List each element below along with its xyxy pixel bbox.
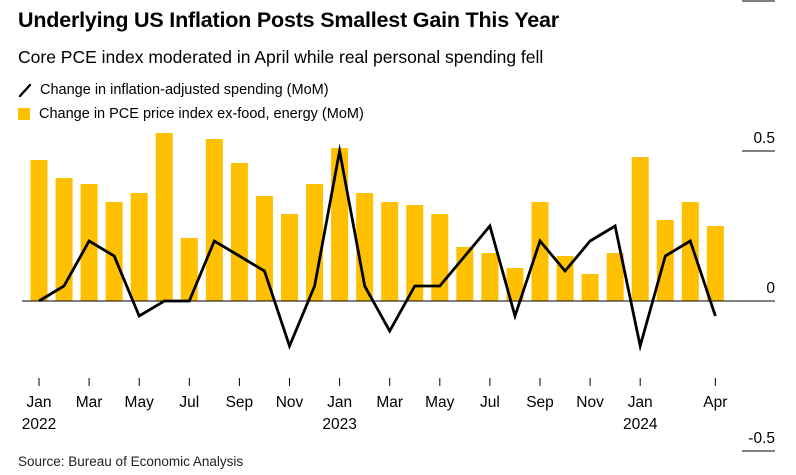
x-tick-label: Jul [480,394,500,411]
legend-line-label: Change in inflation-adjusted spending (M… [40,82,329,98]
x-tick-label: Mar [76,394,103,411]
x-tick-label: Sep [226,394,254,411]
spending-line [38,143,717,352]
bar [681,202,699,301]
bar [30,160,48,301]
x-year-label: 2024 [623,416,658,433]
x-tick-label: Mar [376,394,403,411]
x-tick-label: Jan [327,394,352,411]
y-tick-label: 0.5 [753,130,775,147]
x-year-label: 2023 [322,416,356,433]
bar [606,253,624,301]
chart-title: Underlying US Inflation Posts Smallest G… [18,8,559,32]
x-tick-label: Jan [628,394,653,411]
bar [531,202,549,301]
bar [331,148,349,301]
bar [155,133,173,301]
x-tick-label: Nov [576,394,604,411]
x-tick-label: Sep [526,394,554,411]
bar [205,139,223,301]
bar [306,184,324,301]
x-tick-label: Jul [179,394,199,411]
x-tick-label: May [425,394,455,411]
bar [230,163,248,301]
bar [706,226,724,301]
bar [431,214,449,301]
x-year-label: 2022 [22,416,56,433]
bar [381,202,399,301]
y-tick-label: -0.5 [748,430,775,447]
bar [130,193,148,301]
source-note: Source: Bureau of Economic Analysis [18,454,244,469]
bars-layer [30,133,724,301]
bar [281,214,298,301]
bar [581,274,599,301]
legend-line-symbol [18,83,32,98]
bar [180,238,198,301]
bar [55,178,73,301]
legend-item-line: Change in inflation-adjusted spending (M… [18,82,329,98]
line-layer [38,143,717,352]
bar [356,193,374,301]
x-tick-label: Apr [703,394,727,411]
bar [481,253,499,301]
chart-subtitle: Core PCE index moderated in April while … [18,47,544,67]
y-tick-label: 0 [766,280,775,297]
bar [631,157,649,301]
x-tick-label: Nov [276,394,304,411]
bar [406,205,424,301]
legend-bar-symbol [18,108,30,120]
bar [105,202,123,301]
axes-layer [22,0,775,452]
bar [506,268,524,301]
labels-layer: 1.0%0.50-0.5Jan2022MarMayJulSepNovJan202… [22,130,776,447]
legend-bar-label: Change in PCE price index ex-food, energ… [39,106,364,122]
x-tick-label: Jan [27,394,52,411]
x-tick-label: May [125,394,155,411]
bar [255,196,273,301]
legend-item-bar: Change in PCE price index ex-food, energ… [18,106,364,122]
